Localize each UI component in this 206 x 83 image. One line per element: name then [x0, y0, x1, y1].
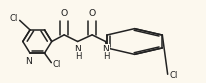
Text: N: N	[74, 45, 81, 54]
Text: N: N	[102, 45, 109, 54]
Text: H: H	[74, 52, 81, 61]
Text: Cl: Cl	[169, 71, 177, 80]
Text: O: O	[60, 9, 68, 18]
Text: O: O	[88, 9, 95, 18]
Text: Cl: Cl	[10, 14, 18, 23]
Text: N: N	[25, 57, 32, 65]
Text: Cl: Cl	[53, 60, 61, 69]
Text: H: H	[102, 52, 109, 61]
